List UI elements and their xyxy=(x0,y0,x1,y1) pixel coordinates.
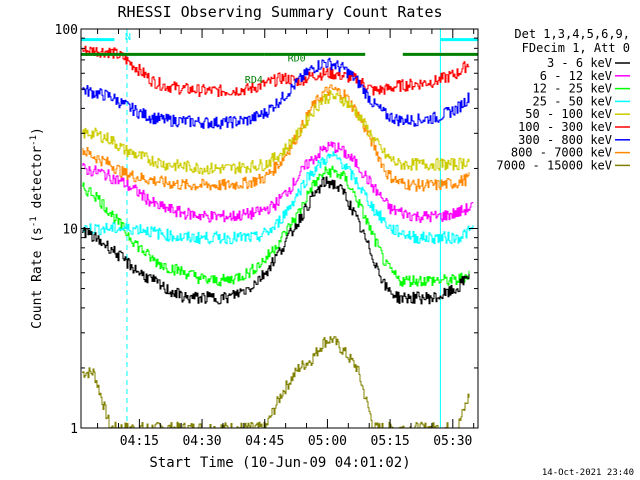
legend-label-7: 800 - 7000 keV xyxy=(511,146,612,160)
series-line-4 xyxy=(82,90,470,175)
series-line-1 xyxy=(82,141,474,223)
x-tick-label-4: 05:15 xyxy=(371,434,410,449)
y-tick-label-2: 100 xyxy=(55,23,78,38)
x-tick-label-2: 04:45 xyxy=(245,434,284,449)
legend-label-5: 100 - 300 keV xyxy=(518,120,612,134)
series-lines xyxy=(82,45,474,429)
annotation-rd0: RD0 xyxy=(288,53,306,64)
legend-header-line-1: Det 1,3,4,5,6,9, xyxy=(514,27,630,41)
legend: Det 1,3,4,5,6,9, FDecim 1, Att 0 3 - 6 k… xyxy=(496,27,630,172)
series-line-8 xyxy=(82,336,470,429)
x-axis-label: Start Time (10-Jun-09 04:01:02) xyxy=(149,455,410,471)
x-axis-ticks: 04:15 04:30 04:45 05:00 05:15 05:30 xyxy=(97,29,475,449)
series-line-7 xyxy=(82,84,470,192)
y-axis-ticks: 1 10 100 xyxy=(55,23,478,437)
status-bars xyxy=(81,38,478,56)
legend-label-4: 50 - 100 keV xyxy=(525,107,612,121)
y-tick-label-0: 1 xyxy=(70,422,78,437)
legend-label-3: 25 - 50 keV xyxy=(533,94,612,108)
timestamp: 14-Oct-2021 23:40 xyxy=(542,468,634,478)
annotation-rd4: RD4 xyxy=(245,75,263,86)
legend-label-1: 6 - 12 keV xyxy=(540,69,612,83)
legend-label-6: 300 - 800 keV xyxy=(518,133,612,147)
legend-label-0: 3 - 6 keV xyxy=(547,56,612,70)
chart-title: RHESSI Observing Summary Count Rates xyxy=(117,3,442,21)
y-tick-label-1: 10 xyxy=(62,223,78,238)
legend-label-8: 7000 - 15000 keV xyxy=(496,158,612,172)
x-tick-label-0: 04:15 xyxy=(120,434,159,449)
annotation-n: N xyxy=(125,32,131,43)
y-axis-label: Count Rate (s-1 detector-1) xyxy=(29,127,45,329)
series-line-3 xyxy=(82,151,474,245)
x-tick-label-3: 05:00 xyxy=(308,434,347,449)
series-line-6 xyxy=(82,57,470,130)
series-line-5 xyxy=(82,45,470,97)
legend-label-2: 12 - 25 keV xyxy=(533,82,612,96)
series-line-2 xyxy=(82,165,470,287)
series-line-0 xyxy=(82,176,470,305)
annotations: RD0 RD4 N xyxy=(125,32,306,86)
x-tick-label-5: 05:30 xyxy=(433,434,472,449)
x-tick-label-1: 04:30 xyxy=(182,434,221,449)
legend-header-line-2: FDecim 1, Att 0 xyxy=(522,41,630,55)
